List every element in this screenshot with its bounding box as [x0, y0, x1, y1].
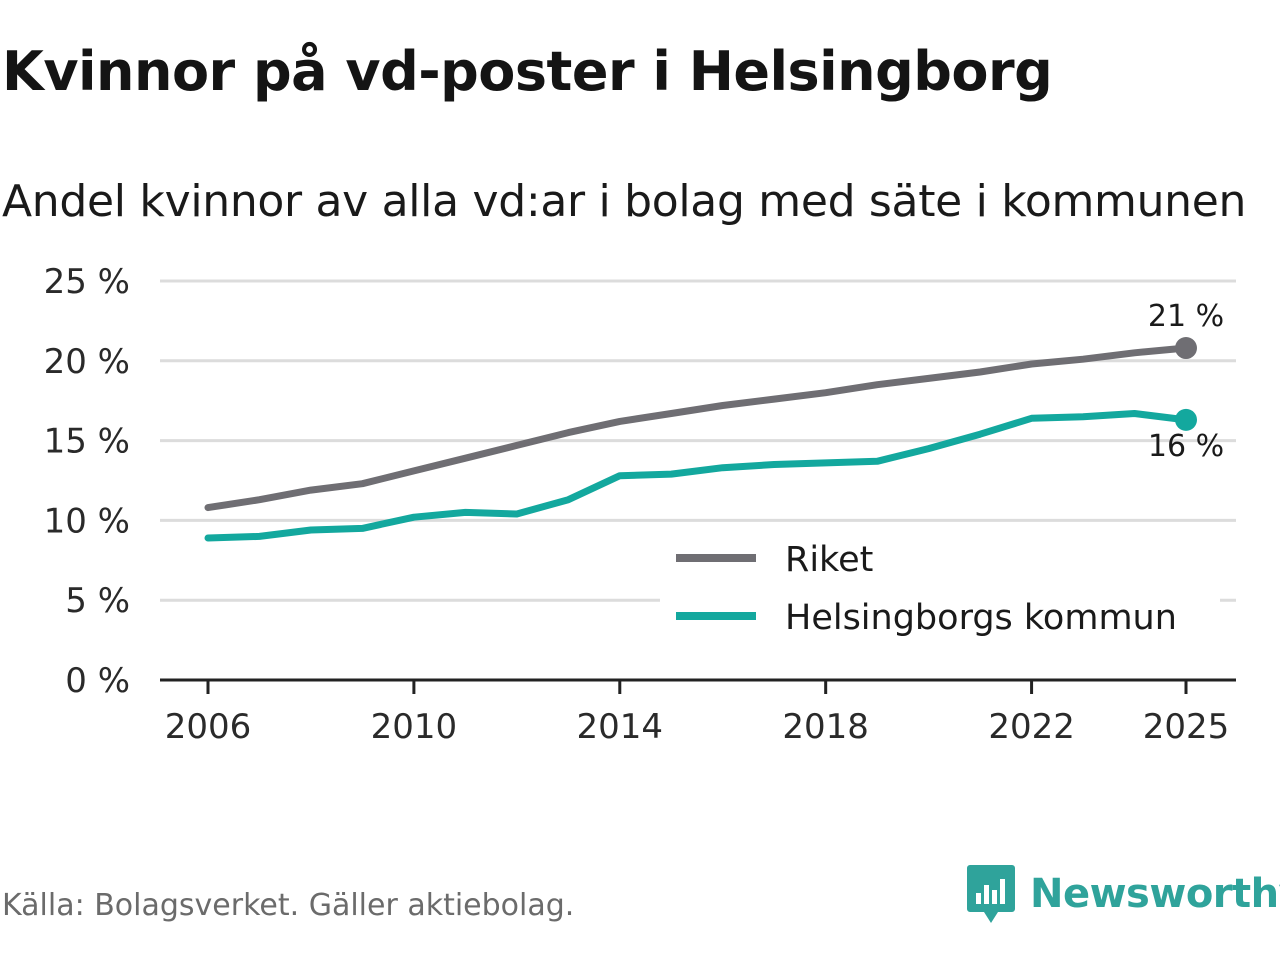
- x-tick-label: 2006: [165, 707, 252, 747]
- series-line-helsingborg: [204, 410, 1190, 542]
- x-tick-label: 2022: [988, 707, 1075, 747]
- y-tick-label: 10 %: [44, 501, 130, 541]
- legend: Riket Helsingborgs kommun: [660, 528, 1220, 644]
- newsworthy-logo-icon: [967, 865, 1015, 923]
- x-tick-label: 2025: [1143, 707, 1230, 747]
- end-label-riket: 21 %: [1148, 299, 1224, 334]
- endpoint-riket: [1175, 337, 1197, 360]
- series-endpoints: 21 % 16 %: [1148, 299, 1224, 464]
- y-axis-ticks: 0 % 5 % 10 % 15 % 20 % 25 %: [44, 262, 130, 701]
- y-tick-label: 15 %: [44, 422, 130, 462]
- legend-label-helsingborg: Helsingborgs kommun: [785, 598, 1177, 638]
- series-lines: [204, 344, 1190, 542]
- endpoint-helsingborg: [1175, 408, 1197, 431]
- x-tick-label: 2014: [577, 707, 664, 747]
- chart-title: Kvinnor på vd-poster i Helsingborg: [2, 40, 1053, 103]
- x-tick-label: 2018: [782, 707, 869, 747]
- y-tick-label: 20 %: [44, 342, 130, 382]
- y-tick-label: 25 %: [44, 262, 130, 302]
- brand-name: Newsworthy: [1030, 871, 1280, 917]
- end-label-helsingborg: 16 %: [1148, 429, 1224, 464]
- y-tick-label: 5 %: [65, 581, 130, 621]
- x-axis-ticks: 2006 2010 2014 2018 2022 2025: [165, 680, 1230, 747]
- legend-label-riket: Riket: [785, 540, 873, 580]
- x-tick-label: 2010: [371, 707, 458, 747]
- source-note: Källa: Bolagsverket. Gäller aktiebolag.: [2, 888, 575, 923]
- newsworthy-logo: Newsworthy: [966, 862, 1280, 926]
- y-tick-label: 0 %: [65, 661, 130, 701]
- series-line-riket: [204, 344, 1190, 512]
- chart-subtitle: Andel kvinnor av alla vd:ar i bolag med …: [2, 176, 1247, 227]
